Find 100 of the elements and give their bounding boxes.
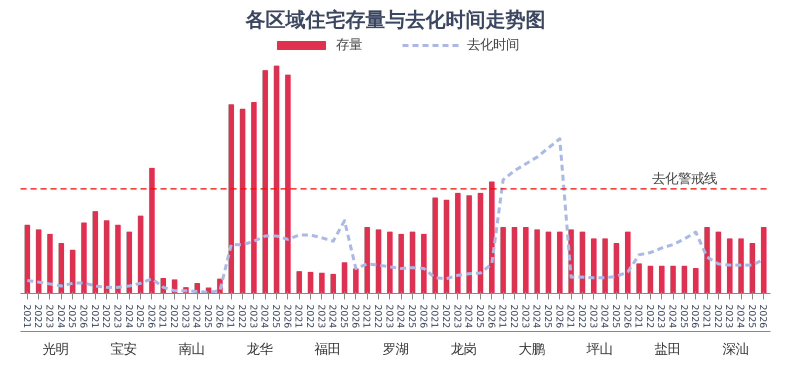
bar xyxy=(138,216,144,294)
legend-label: 存量 xyxy=(336,37,362,54)
x-tick-label: 2021 xyxy=(428,304,440,328)
bar xyxy=(149,168,155,294)
text: 盐田 xyxy=(654,342,680,358)
bar xyxy=(92,211,98,294)
bar xyxy=(466,195,472,294)
bar xyxy=(262,70,268,294)
text: 南山 xyxy=(178,342,205,358)
bar xyxy=(251,102,257,294)
x-tick-label: 2025 xyxy=(338,304,350,328)
x-tick-label: 2026 xyxy=(281,304,292,328)
x-tick-label: 2025 xyxy=(474,304,485,328)
bar xyxy=(353,268,359,294)
x-tick-label: 2024 xyxy=(190,304,202,328)
text: 龙华 xyxy=(246,342,273,358)
x-tick-label: 2022 xyxy=(576,304,587,328)
bar xyxy=(104,220,110,294)
text: 龙岗 xyxy=(450,342,476,358)
bar xyxy=(590,238,597,294)
x-tick-label: 2022 xyxy=(304,304,316,328)
bar xyxy=(342,262,348,294)
x-tick-label: 2021 xyxy=(496,304,508,328)
bar xyxy=(58,242,64,294)
bar xyxy=(557,232,563,294)
x-tick-label: 2023 xyxy=(451,304,462,328)
bar xyxy=(285,74,291,294)
bar xyxy=(330,274,336,294)
x-tick-label: 2021 xyxy=(292,304,304,328)
x-tick-label: 2023 xyxy=(315,304,326,328)
bar xyxy=(296,271,302,294)
x-tick-label: 2024 xyxy=(54,304,66,328)
x-tick-label: 2026 xyxy=(213,304,224,328)
bar xyxy=(750,242,756,294)
bar xyxy=(546,232,552,294)
bar xyxy=(658,266,665,294)
text: 罗湖 xyxy=(382,342,408,358)
x-tick-label: 2026 xyxy=(145,304,156,328)
bar xyxy=(682,266,688,294)
x-tick-label: 2023 xyxy=(111,304,122,328)
bar xyxy=(126,232,132,294)
bar xyxy=(444,200,450,294)
x-tick-label: 2021 xyxy=(360,304,372,328)
x-tick-label: 2022 xyxy=(100,304,112,328)
text: 深汕 xyxy=(722,342,748,358)
x-tick-label: 2025 xyxy=(66,304,78,328)
bar xyxy=(36,229,42,294)
x-tick-label: 2021 xyxy=(88,304,100,328)
x-tick-label: 2024 xyxy=(598,304,610,328)
bar xyxy=(704,227,710,294)
x-tick-label: 2026 xyxy=(621,304,632,328)
x-tick-label: 2023 xyxy=(587,304,598,328)
x-tick-label: 2024 xyxy=(462,304,474,328)
x-tick-label: 2022 xyxy=(372,304,384,328)
x-tick-label: 2025 xyxy=(202,304,214,328)
x-tick-label: 2021 xyxy=(224,304,236,328)
x-tick-label: 2026 xyxy=(553,304,564,328)
x-tick-label: 2023 xyxy=(179,304,190,328)
bar xyxy=(228,104,234,294)
x-tick-label: 2024 xyxy=(394,304,406,328)
text: 大鹏 xyxy=(518,342,544,358)
x-tick-label: 2025 xyxy=(270,304,282,328)
ref-line-label: 去化警戒线 xyxy=(652,172,717,187)
text: 宝安 xyxy=(110,342,137,358)
bar xyxy=(410,232,416,294)
bar xyxy=(421,234,427,294)
x-tick-label: 2022 xyxy=(236,304,248,328)
x-tick-label: 2026 xyxy=(417,304,428,328)
x-tick-label: 2025 xyxy=(746,304,757,328)
bar xyxy=(81,222,87,294)
x-tick-label: 2024 xyxy=(326,304,338,328)
bar xyxy=(455,192,461,294)
x-tick-label: 2025 xyxy=(134,304,146,328)
x-tick-label: 2026 xyxy=(689,304,700,328)
bar xyxy=(738,238,744,294)
x-tick-label: 2024 xyxy=(258,304,270,328)
bar xyxy=(648,266,654,294)
x-tick-label: 2021 xyxy=(564,304,576,328)
x-tick-label: 2021 xyxy=(156,304,168,328)
x-tick-label: 2025 xyxy=(678,304,689,328)
bar xyxy=(115,224,121,294)
bar xyxy=(500,227,506,294)
bar xyxy=(24,224,30,294)
bar xyxy=(692,268,698,294)
x-tick-label: 2023 xyxy=(383,304,394,328)
bar xyxy=(376,229,382,294)
x-tick-label: 2021 xyxy=(700,304,712,328)
chart-title: 各区域住宅存量与去化时间走势图 xyxy=(244,8,546,32)
x-tick-label: 2022 xyxy=(32,304,44,328)
bar xyxy=(716,232,722,294)
bar xyxy=(319,272,325,294)
bar xyxy=(523,227,529,294)
bar xyxy=(432,197,438,294)
x-tick-label: 2023 xyxy=(43,304,54,328)
x-tick-label: 2025 xyxy=(610,304,621,328)
bar xyxy=(670,266,676,294)
bar xyxy=(760,227,766,294)
x-tick-label: 2026 xyxy=(349,304,360,328)
bar xyxy=(387,232,393,294)
x-tick-label: 2024 xyxy=(734,304,746,328)
